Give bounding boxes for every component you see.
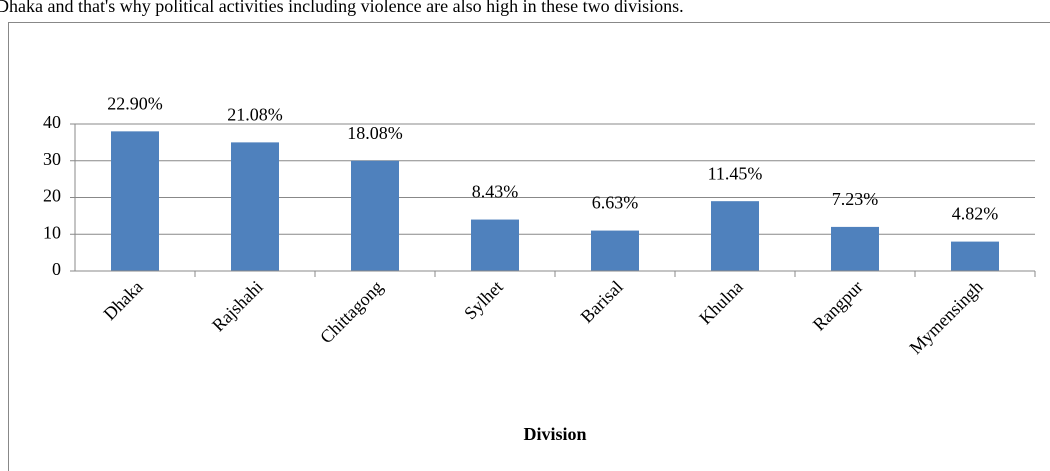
bar bbox=[591, 230, 639, 271]
x-axis-title: Division bbox=[523, 424, 586, 444]
x-tick-label: Dhaka bbox=[99, 277, 146, 324]
x-tick-label: Rangpur bbox=[809, 277, 867, 335]
x-tick-label: Chittagong bbox=[316, 277, 387, 348]
x-tick-label: Mymensingh bbox=[905, 277, 986, 358]
data-label: 6.63% bbox=[592, 193, 639, 213]
y-tick-label: 10 bbox=[43, 222, 61, 242]
data-label: 22.90% bbox=[107, 93, 163, 113]
bar bbox=[231, 142, 279, 271]
y-tick-label: 40 bbox=[43, 112, 61, 132]
y-tick-label: 0 bbox=[52, 259, 61, 279]
bar bbox=[831, 226, 879, 271]
data-label: 7.23% bbox=[832, 189, 879, 209]
chart-border bbox=[8, 22, 1050, 471]
y-tick-label: 20 bbox=[43, 186, 61, 206]
data-label: 18.08% bbox=[347, 123, 403, 143]
y-tick-label: 30 bbox=[43, 149, 61, 169]
bar bbox=[351, 160, 399, 271]
x-tick-label: Khulna bbox=[695, 277, 747, 329]
x-tick-label: Rajshahi bbox=[208, 277, 267, 336]
bar bbox=[111, 131, 159, 271]
data-label: 21.08% bbox=[227, 105, 283, 125]
bar bbox=[951, 241, 999, 271]
bar bbox=[711, 201, 759, 271]
x-tick-label: Sylhet bbox=[460, 277, 507, 324]
data-label: 4.82% bbox=[952, 204, 999, 224]
bar bbox=[471, 219, 519, 271]
data-label: 8.43% bbox=[472, 182, 519, 202]
data-label: 11.45% bbox=[708, 163, 763, 183]
x-tick-label: Barisal bbox=[577, 277, 627, 327]
body-text: Dhaka and that's why political activitie… bbox=[0, 0, 684, 16]
